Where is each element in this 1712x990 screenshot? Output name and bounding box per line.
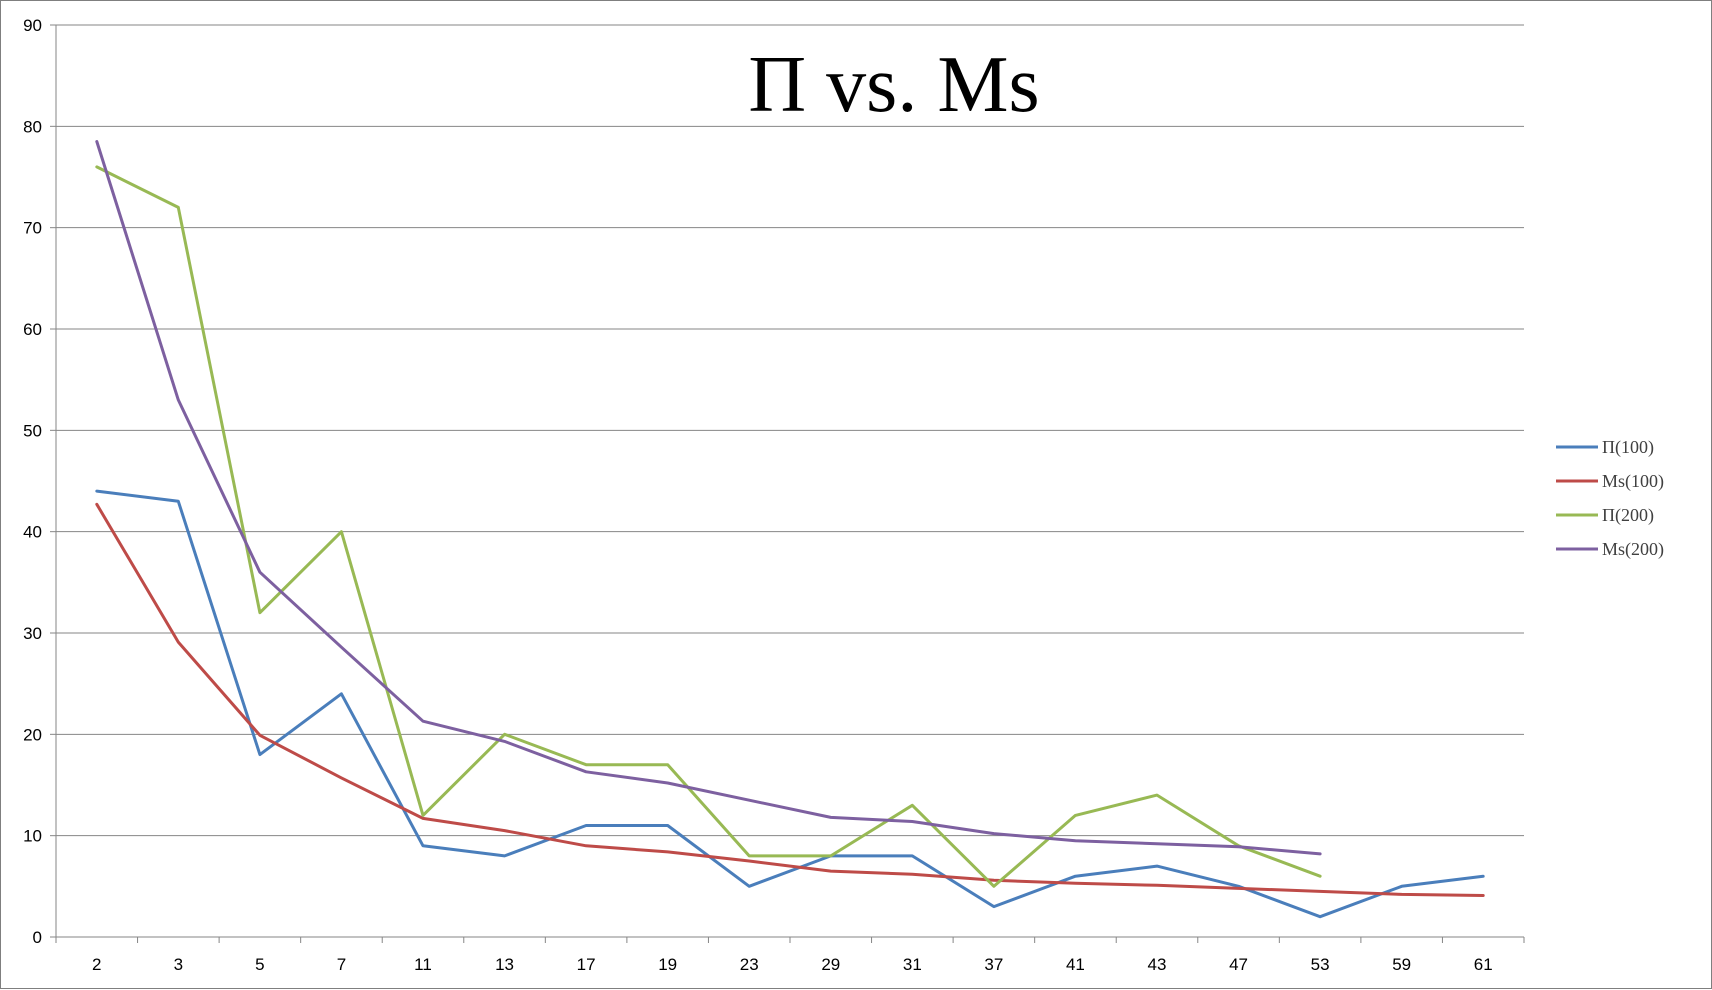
y-tick-label: 60 (23, 320, 42, 339)
legend-label: Π(200) (1602, 505, 1654, 526)
chart-title: Π vs. Ms (748, 41, 1039, 129)
series-line-3 (95, 165, 1322, 888)
x-tick-label: 29 (821, 955, 840, 974)
y-tick-label: 90 (23, 16, 42, 35)
x-tick-label: 17 (577, 955, 596, 974)
x-tick-label: 37 (984, 955, 1003, 974)
x-tick-label: 13 (495, 955, 514, 974)
y-tick-label: 70 (23, 219, 42, 238)
series-lines (95, 140, 1485, 919)
legend: Π(100) Ms(100) Π(200) Ms(200) (1556, 437, 1664, 560)
x-tick-label: 23 (740, 955, 759, 974)
legend-label: Π(100) (1602, 437, 1654, 458)
legend-label: Ms(200) (1602, 539, 1664, 560)
series-line-1 (95, 489, 1485, 919)
y-tick-label: 10 (23, 827, 42, 846)
x-tick-label: 47 (1229, 955, 1248, 974)
x-tick-label: 5 (255, 955, 264, 974)
x-tick-label: 31 (903, 955, 922, 974)
x-tick-label: 41 (1066, 955, 1085, 974)
x-tick-label: 7 (337, 955, 346, 974)
y-tick-label: 30 (23, 624, 42, 643)
y-tick-label: 40 (23, 523, 42, 542)
x-tick-label: 61 (1474, 955, 1493, 974)
x-tick-label: 19 (658, 955, 677, 974)
x-tick-label: 53 (1311, 955, 1330, 974)
x-tick-label: 43 (1148, 955, 1167, 974)
series-line-4 (95, 140, 1322, 856)
x-tick-label: 59 (1392, 955, 1411, 974)
y-tick-label: 50 (23, 421, 42, 440)
y-tick-label: 0 (33, 928, 42, 947)
x-tick-label: 2 (92, 955, 101, 974)
gridlines (56, 24, 1524, 837)
x-tick-label: 11 (414, 955, 432, 974)
series-line-2 (95, 502, 1485, 897)
y-tick-label: 20 (23, 725, 42, 744)
legend-label: Ms(100) (1602, 471, 1664, 492)
x-tick-label: 3 (174, 955, 183, 974)
y-tick-label: 80 (23, 117, 42, 136)
